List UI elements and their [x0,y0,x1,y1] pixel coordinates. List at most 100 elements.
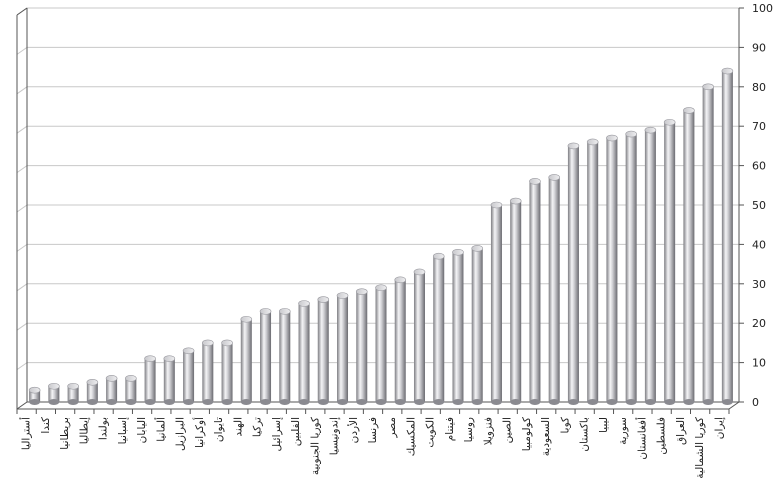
x-tick-label: فيتنام [444,417,456,441]
bar-cap [452,248,464,256]
bar-base [106,399,118,405]
x-tick-label: الصين [502,417,514,443]
x-tick-label: البرازيل [175,417,187,451]
x-tick-label: أفغانستان [634,417,648,460]
gridline-depth [16,243,28,252]
y-tick-label: 40 [752,238,766,251]
bar-body [202,342,214,402]
top-left-diagonal [16,7,28,16]
bar-base [260,399,272,405]
bar-body [664,122,676,402]
y-tick-label: 0 [752,396,759,409]
gridline-depth [16,165,28,174]
bar-base [567,399,579,405]
y-tick-label: 90 [752,41,766,54]
bar-base [413,399,425,405]
bar-cap [48,382,60,390]
bar-cap [548,174,560,181]
bar-base [490,399,502,405]
bar [586,138,599,405]
bar-base [702,399,714,405]
x-tick-label: أستراليا [19,417,33,450]
bar [144,355,156,405]
bar-cap [86,378,99,386]
bars [28,67,734,405]
bar [490,201,503,405]
bar-body [317,299,329,402]
x-tick-label: كوريا الشمالية [694,417,706,478]
bar-base [587,399,599,405]
y-tick-label: 50 [752,199,766,212]
bar-body [721,71,733,402]
bar-base [394,399,406,405]
bar-base [452,399,464,405]
x-tick-label: الفلبين [290,417,302,446]
bar-base [144,399,156,405]
bar-body [163,358,175,402]
bar-base [510,399,522,405]
x-tick-label: روسيا [463,417,475,442]
bar-cap [125,375,137,382]
bar-body [606,138,618,402]
bar [625,130,637,405]
bar [278,308,291,405]
bar-cap [221,339,233,347]
bar-cap [67,382,79,390]
bar-body [644,130,656,402]
y-tick-labels: 0 10 20 30 40 50 60 70 80 90 100 [752,2,773,409]
floor-right-edge [728,401,740,410]
x-tick-label: الهند [232,417,244,437]
bar [105,375,118,405]
bar-base [86,399,98,405]
x-tick-label: العراق [675,417,687,445]
bar [317,296,330,405]
bar-body [29,390,41,402]
bar-body [413,271,425,402]
x-tick-label: تايوان [213,417,225,442]
bar-body [183,350,195,402]
bar-cap [606,134,618,142]
bar-body [433,256,445,402]
x-tick-label: إسرائيل [271,417,283,452]
bar-cap [375,284,387,292]
x-tick-label: فلسطين [656,417,668,455]
bar-base [471,399,483,405]
bar-cap [394,276,407,284]
bar [413,268,426,405]
x-tick-label: أوكرانيا [192,417,206,448]
bar-body [125,378,137,402]
x-tick-label: بولندا [98,417,110,440]
bar-cap [490,201,503,209]
bar-cap [625,130,637,138]
x-tick-label: إسبانيا [117,417,129,444]
bar-base [183,399,195,405]
bar [182,347,195,405]
gridline-depth [16,401,28,410]
bar-cap [336,292,349,299]
bar-base [375,399,387,405]
bar-body [67,386,79,402]
gridline-depth [16,86,28,95]
bar-cap [355,288,368,295]
bar-cap [432,252,445,260]
x-tick-label: الكويت [425,417,437,448]
bar-body [529,181,541,402]
x-tick-label: فنزويلا [482,417,494,445]
bar-base [29,399,41,405]
bar [452,248,464,405]
bar-body [394,279,406,402]
bar-cap [663,118,676,126]
gridline-depth [16,46,28,55]
bar-body [48,386,60,402]
bar [67,382,79,405]
bar-body [260,311,272,402]
bar-cap [317,296,330,303]
gridline-depth [16,125,28,134]
bar-base [240,399,252,405]
bar-base [683,399,695,405]
bar-cap [105,375,118,382]
bar [394,276,407,405]
bar-base [337,399,349,405]
